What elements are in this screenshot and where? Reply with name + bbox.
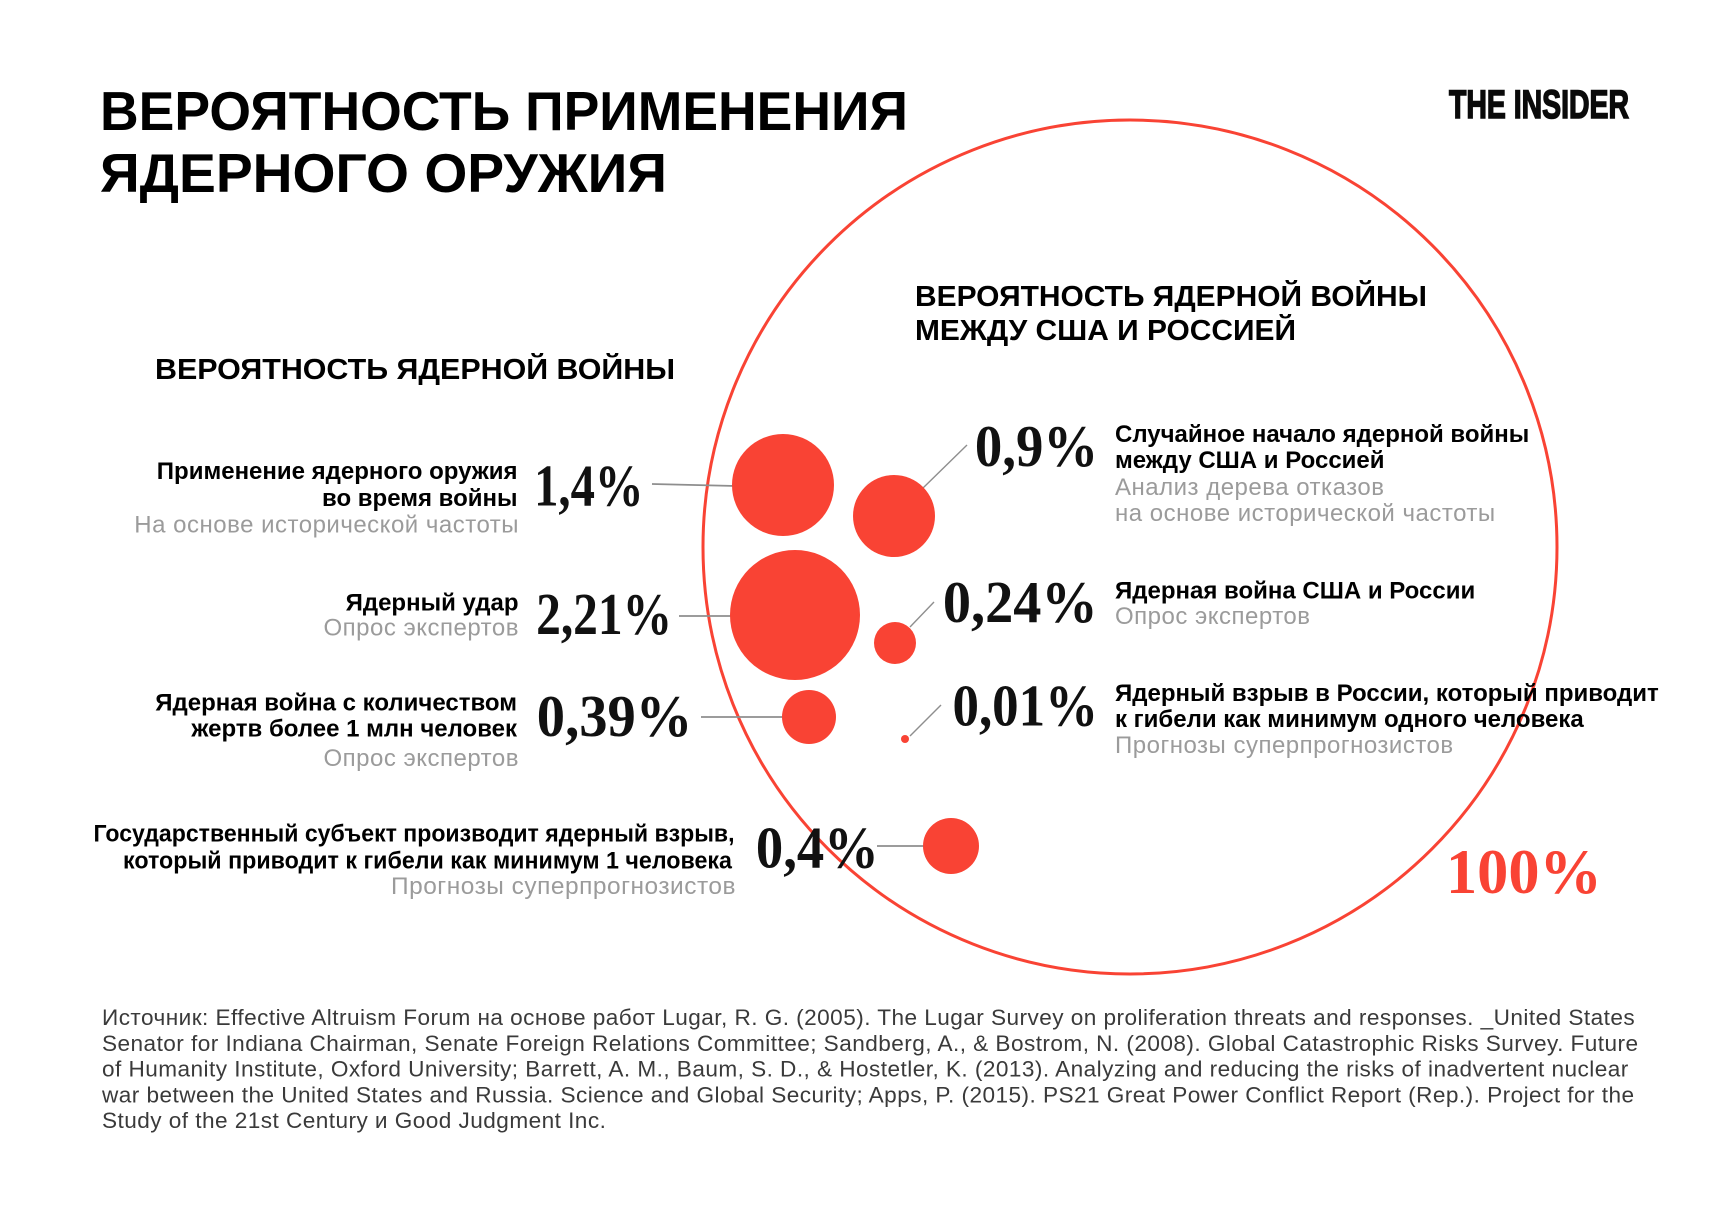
svg-text:МЕЖДУ США И РОССИЕЙ: МЕЖДУ США И РОССИЕЙ [915, 313, 1296, 347]
svg-text:Государственный субъект произв: Государственный субъект производит ядерн… [94, 821, 735, 848]
svg-text:THE INSIDER: THE INSIDER [1449, 83, 1629, 127]
svg-text:Анализ дерева отказов: Анализ дерева отказов [1115, 474, 1384, 501]
svg-text:Study of the 21st Century и Go: Study of the 21st Century и Good Judgmen… [102, 1108, 606, 1133]
svg-text:1,4%: 1,4% [534, 453, 644, 519]
svg-text:ВЕРОЯТНОСТЬ ЯДЕРНОЙ ВОЙНЫ: ВЕРОЯТНОСТЬ ЯДЕРНОЙ ВОЙНЫ [155, 352, 675, 386]
svg-text:Прогнозы суперпрогнозистов: Прогнозы суперпрогнозистов [391, 873, 736, 900]
svg-text:Ядерный взрыв в России, которы: Ядерный взрыв в России, который приводит [1115, 680, 1659, 707]
svg-text:ВЕРОЯТНОСТЬ ЯДЕРНОЙ ВОЙНЫ: ВЕРОЯТНОСТЬ ЯДЕРНОЙ ВОЙНЫ [915, 279, 1427, 313]
svg-text:of Humanity Institute, Oxford: of Humanity Institute, Oxford University… [102, 1057, 1629, 1082]
svg-text:во время войны: во время войны [322, 485, 517, 512]
svg-text:Источник: Effective Altruism F: Источник: Effective Altruism Forum на ос… [102, 1005, 1635, 1030]
svg-text:между США и Россией: между США и Россией [1115, 447, 1385, 474]
svg-text:0,24%: 0,24% [943, 569, 1098, 635]
svg-text:Senator for Indiana Chairman,: Senator for Indiana Chairman, Senate For… [102, 1031, 1639, 1056]
svg-text:0,01%: 0,01% [953, 673, 1099, 739]
svg-text:Опрос экспертов: Опрос экспертов [323, 745, 519, 772]
svg-text:100%: 100% [1446, 836, 1602, 907]
svg-text:2,21%: 2,21% [536, 581, 672, 647]
svg-text:На основе исторической частоты: На основе исторической частоты [134, 512, 519, 539]
svg-text:к гибели как минимум одного че: к гибели как минимум одного человека [1115, 706, 1584, 733]
svg-text:Прогнозы суперпрогнозистов: Прогнозы суперпрогнозистов [1115, 732, 1454, 759]
svg-text:Ядерная война США и России: Ядерная война США и России [1115, 577, 1475, 604]
svg-text:ЯДЕРНОГО ОРУЖИЯ: ЯДЕРНОГО ОРУЖИЯ [100, 143, 667, 204]
svg-text:0,9%: 0,9% [975, 413, 1098, 479]
svg-text:0,4%: 0,4% [756, 814, 879, 880]
svg-text:ВЕРОЯТНОСТЬ ПРИМЕНЕНИЯ: ВЕРОЯТНОСТЬ ПРИМЕНЕНИЯ [100, 81, 908, 142]
svg-text:Случайное начало ядерной войны: Случайное начало ядерной войны [1115, 421, 1529, 448]
svg-text:который приводит к гибели как: который приводит к гибели как минимум 1 … [123, 848, 733, 875]
svg-text:Опрос экспертов: Опрос экспертов [323, 615, 519, 642]
svg-text:на основе исторической частоты: на основе исторической частоты [1115, 500, 1496, 527]
svg-text:Ядерный удар: Ядерный удар [346, 590, 519, 617]
svg-text:Опрос экспертов: Опрос экспертов [1115, 603, 1311, 630]
svg-text:0,39%: 0,39% [537, 683, 693, 749]
svg-text:Применение ядерного оружия: Применение ядерного оружия [157, 458, 518, 485]
svg-text:war between the United States: war between the United States and Russia… [101, 1082, 1634, 1107]
svg-text:жертв более 1 млн человек: жертв более 1 млн человек [190, 716, 518, 743]
svg-text:Ядерная война с количеством: Ядерная война с количеством [155, 690, 517, 717]
